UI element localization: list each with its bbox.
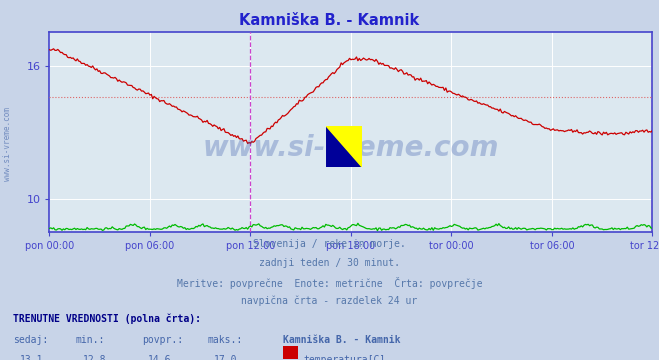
Text: TRENUTNE VREDNOSTI (polna črta):: TRENUTNE VREDNOSTI (polna črta): [13,313,201,324]
Text: 17,0: 17,0 [214,355,238,360]
Text: 12,8: 12,8 [82,355,106,360]
Text: min.:: min.: [76,335,105,345]
Text: www.si-vreme.com: www.si-vreme.com [3,107,13,181]
Polygon shape [326,126,362,167]
Text: Meritve: povprečne  Enote: metrične  Črta: povprečje: Meritve: povprečne Enote: metrične Črta:… [177,277,482,289]
Text: povpr.:: povpr.: [142,335,183,345]
Text: Kamniška B. - Kamnik: Kamniška B. - Kamnik [239,13,420,28]
Text: maks.:: maks.: [208,335,243,345]
Text: www.si-vreme.com: www.si-vreme.com [203,134,499,162]
Text: Kamniška B. - Kamnik: Kamniška B. - Kamnik [283,335,401,345]
Text: 14,6: 14,6 [148,355,172,360]
Text: sedaj:: sedaj: [13,335,48,345]
Text: 13,1: 13,1 [20,355,43,360]
Text: temperatura[C]: temperatura[C] [303,355,386,360]
Text: Slovenija / reke in morje.: Slovenija / reke in morje. [253,239,406,249]
Text: zadnji teden / 30 minut.: zadnji teden / 30 minut. [259,258,400,268]
Polygon shape [326,126,362,167]
Text: navpična črta - razdelek 24 ur: navpična črta - razdelek 24 ur [241,296,418,306]
